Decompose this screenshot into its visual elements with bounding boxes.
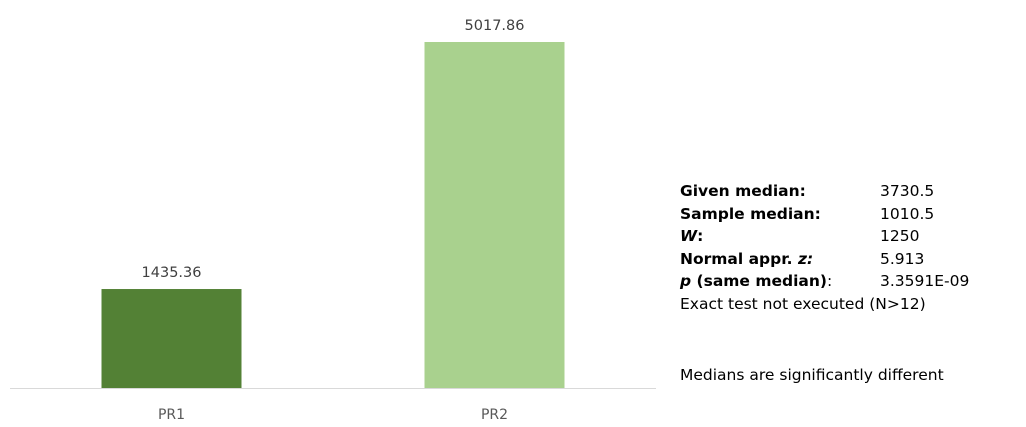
- statistics-panel: Given median: 3730.5 Sample median: 1010…: [680, 180, 969, 315]
- z-colon: :: [807, 250, 813, 268]
- w-statistic-row: W: 1250: [680, 225, 969, 248]
- category-label-pr1: PR1: [158, 407, 185, 423]
- sample-median-value: 1010.5: [880, 203, 969, 226]
- exact-test-note: Exact test not executed (N>12): [680, 293, 969, 316]
- normal-approx-value: 5.913: [880, 248, 969, 271]
- normal-approx-text: Normal appr.: [680, 250, 793, 268]
- p-value-row: p (same median): 3.3591E-09: [680, 270, 969, 293]
- sample-median-label: Sample median:: [680, 203, 880, 226]
- given-median-row: Given median: 3730.5: [680, 180, 969, 203]
- bar-pr1: [102, 289, 242, 388]
- data-label-pr1: 1435.36: [142, 265, 202, 281]
- p-colon: :: [827, 272, 832, 290]
- w-statistic-value: 1250: [880, 225, 969, 248]
- w-symbol: W: [680, 227, 697, 245]
- p-symbol: p: [680, 272, 691, 290]
- given-median-value: 3730.5: [880, 180, 969, 203]
- data-label-pr2: 5017.86: [465, 18, 525, 34]
- p-value-label: p (same median):: [680, 270, 880, 293]
- bar-chart: 1435.36 PR1 5017.86 PR2: [0, 0, 660, 427]
- conclusion-text: Medians are significantly different: [680, 366, 944, 384]
- p-value: 3.3591E-09: [880, 270, 969, 293]
- statistics-table: Given median: 3730.5 Sample median: 1010…: [680, 180, 969, 293]
- normal-approx-row: Normal appr. z: 5.913: [680, 248, 969, 271]
- normal-approx-label: Normal appr. z:: [680, 248, 880, 271]
- w-statistic-label: W:: [680, 225, 880, 248]
- sample-median-row: Sample median: 1010.5: [680, 203, 969, 226]
- z-symbol: z: [798, 250, 807, 268]
- category-label-pr2: PR2: [481, 407, 508, 423]
- p-label-text: (same median): [697, 272, 827, 290]
- bar-pr2: [425, 42, 565, 388]
- w-colon: :: [697, 227, 703, 245]
- given-median-label: Given median:: [680, 180, 880, 203]
